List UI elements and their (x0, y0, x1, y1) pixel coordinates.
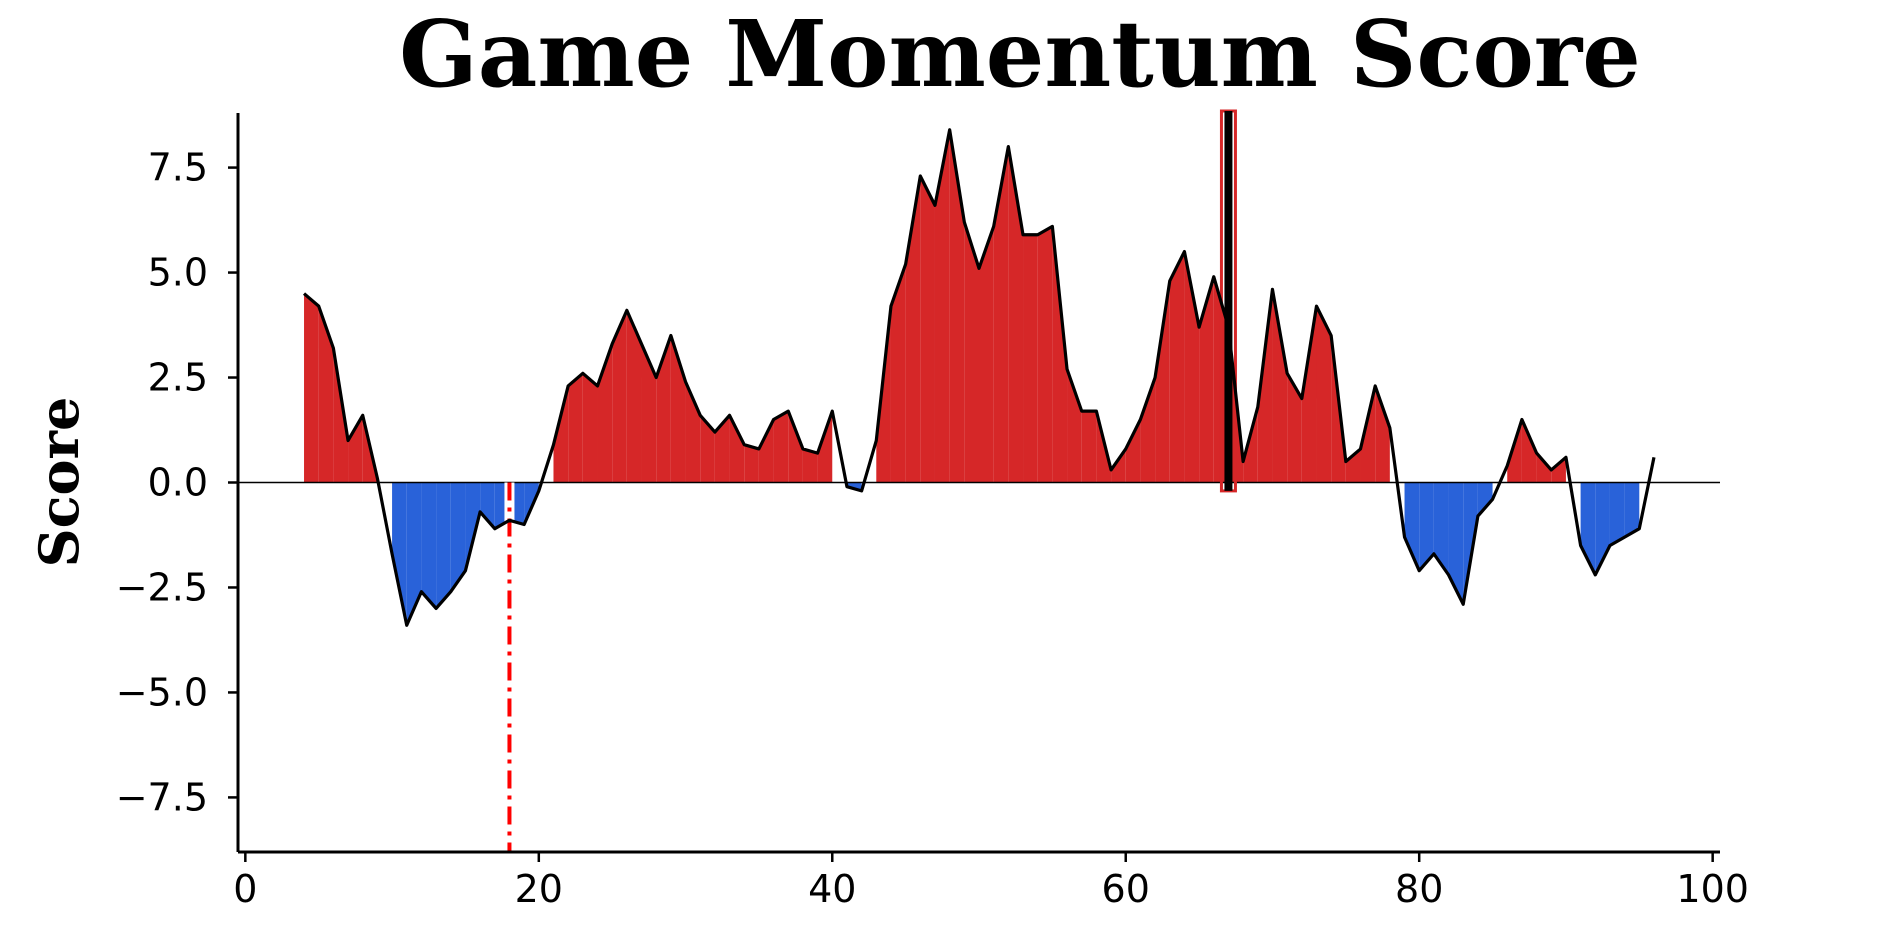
positive-fill-segment (1199, 276, 1214, 483)
y-tick-label: 2.5 (148, 356, 208, 400)
positive-fill-segment (1052, 226, 1068, 483)
positive-fill-segment (318, 306, 334, 483)
y-tick-label: −7.5 (116, 775, 208, 819)
positive-fill-segment (773, 411, 789, 483)
y-axis-label: Score (27, 397, 91, 568)
positive-fill-segment (817, 411, 833, 483)
negative-fill-segment (1448, 482, 1464, 605)
positive-fill-segment (626, 310, 642, 483)
y-tick-label: 5.0 (148, 251, 208, 295)
positive-fill-segment (333, 348, 349, 483)
positive-fill-segment (568, 373, 583, 483)
positive-fill-segment (993, 146, 1009, 483)
positive-fill-segment (1301, 306, 1317, 483)
positive-fill-segment (304, 293, 319, 483)
positive-fill-segment (979, 226, 994, 483)
positive-fill-segment (758, 419, 774, 483)
positive-fill-segment (949, 129, 965, 483)
negative-fill-segment (436, 482, 451, 609)
x-axis-ticks: 0 20 40 60 80 100 (233, 852, 1749, 911)
positive-fill-segment (1316, 306, 1332, 483)
negative-fill-segment (1419, 482, 1434, 571)
x-tick-label: 60 (1102, 867, 1150, 911)
positive-fill-segment (714, 415, 730, 483)
positive-fill-segment (934, 129, 950, 483)
positive-fill-segment (788, 411, 803, 483)
negative-fill-segment (465, 482, 481, 571)
x-tick-label: 100 (1676, 867, 1749, 911)
positive-fill-segment (1023, 234, 1038, 483)
positive-fill-segment (1169, 251, 1185, 483)
positive-fill-segment (1360, 385, 1376, 483)
positive-fill-segment (1287, 373, 1302, 483)
x-tick-label: 0 (233, 867, 257, 911)
positive-fill-segment (1067, 369, 1082, 483)
positive-fill-segment (964, 222, 979, 483)
positive-fill-segment (1081, 411, 1097, 483)
y-tick-label: 7.5 (148, 146, 208, 190)
positive-fill-segment (1111, 448, 1126, 483)
positive-fill-segment (802, 448, 818, 483)
negative-fill-segment (1404, 482, 1420, 571)
positive-fill-segment (729, 415, 745, 483)
positive-fill-segment (1125, 419, 1141, 483)
x-tick-label: 40 (808, 867, 856, 911)
positive-fill-segment (582, 373, 598, 483)
positive-fill-segment (656, 335, 671, 483)
positive-fill-segment (700, 415, 715, 483)
negative-fill-segment (421, 482, 437, 609)
positive-fill-segment (1551, 457, 1566, 483)
y-axis-ticks: 7.5 5.0 2.5 0.0 −2.5 −5.0 −7.5 (116, 146, 238, 819)
positive-fill-segment (1257, 289, 1273, 483)
negative-fill-segment (406, 482, 422, 626)
positive-fill-segment (905, 175, 921, 483)
positive-fill-segment (1521, 419, 1537, 483)
positive-fill-segment (612, 310, 627, 483)
y-tick-label: −5.0 (116, 670, 208, 714)
area-fills (304, 129, 1640, 626)
negative-fill-segment (1624, 482, 1640, 538)
positive-fill-segment (1140, 377, 1156, 483)
positive-fill-segment (744, 444, 759, 483)
positive-fill-segment (641, 343, 657, 483)
positive-fill-segment (1155, 280, 1170, 483)
x-tick-label: 80 (1395, 867, 1443, 911)
negative-fill-segment (1433, 482, 1449, 575)
chart-title: Game Momentum Score (399, 0, 1641, 108)
positive-fill-segment (920, 175, 935, 483)
positive-fill-segment (348, 415, 363, 483)
positive-fill-segment (1272, 289, 1288, 483)
positive-fill-segment (553, 385, 569, 483)
y-tick-label: −2.5 (116, 565, 208, 609)
positive-fill-segment (1037, 226, 1053, 483)
y-tick-label: 0.0 (148, 461, 208, 505)
negative-fill-segment (1477, 482, 1493, 517)
negative-fill-segment (480, 482, 495, 529)
negative-fill-segment (392, 482, 407, 626)
positive-fill-segment (890, 264, 906, 483)
positive-fill-segment (1345, 448, 1361, 483)
x-tick-label: 20 (515, 867, 563, 911)
positive-fill-segment (1536, 453, 1552, 483)
negative-fill-segment (1609, 482, 1625, 546)
negative-fill-segment (450, 482, 466, 592)
positive-fill-segment (1375, 385, 1390, 483)
positive-fill-segment (1008, 146, 1024, 483)
momentum-line (302, 128, 1656, 627)
